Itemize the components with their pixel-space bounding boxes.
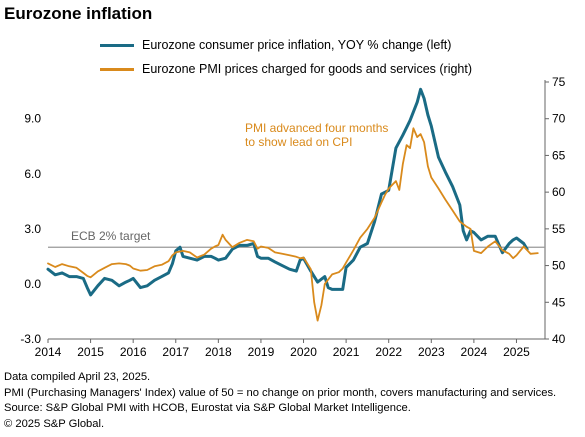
- chart-title: Eurozone inflation: [4, 4, 153, 23]
- right-tick-label: 70: [552, 112, 566, 126]
- cpi-series-line: [46, 87, 529, 297]
- chart-footer: Data compiled April 23, 2025. PMI (Purch…: [4, 370, 556, 432]
- footer-source: Source: S&P Global PMI with HCOB, Eurost…: [4, 402, 411, 414]
- right-tick-label: 50: [552, 259, 566, 273]
- footer-date: Data compiled April 23, 2025.: [4, 371, 151, 383]
- footer-copyright: © 2025 S&P Global.: [4, 417, 105, 430]
- x-tick-label: 2014: [35, 345, 62, 359]
- x-tick-label: 2022: [375, 345, 402, 359]
- footer-note: PMI (Purchasing Managers' Index) value o…: [4, 386, 557, 399]
- left-tick-label: 9.0: [24, 112, 41, 126]
- left-tick-label: -3.0: [20, 332, 41, 346]
- legend-swatch-cpi: [100, 43, 134, 47]
- pmi-lead-annotation: to show lead on CPI: [245, 135, 352, 149]
- right-tick-label: 65: [552, 148, 566, 162]
- right-tick-label: 60: [552, 185, 566, 199]
- legend-label-cpi: Eurozone consumer price inflation, YOY %…: [142, 38, 452, 52]
- right-tick-label: 40: [552, 332, 566, 346]
- left-tick-label: 6.0: [24, 167, 41, 181]
- legend-item-pmi: Eurozone PMI prices charged for goods an…: [100, 57, 472, 81]
- pmi-lead-annotation: PMI advanced four months: [245, 121, 388, 135]
- ecb-target-label: ECB 2% target: [71, 229, 151, 243]
- x-tick-label: 2018: [205, 345, 232, 359]
- x-tick-label: 2021: [333, 345, 360, 359]
- x-tick-label: 2024: [461, 345, 488, 359]
- x-tick-label: 2016: [120, 345, 147, 359]
- x-tick-label: 2023: [418, 345, 445, 359]
- legend-label-pmi: Eurozone PMI prices charged for goods an…: [142, 62, 473, 76]
- x-tick-label: 2015: [77, 345, 104, 359]
- chart-legend: Eurozone consumer price inflation, YOY %…: [100, 33, 472, 81]
- x-tick-label: 2020: [290, 345, 317, 359]
- legend-item-cpi: Eurozone consumer price inflation, YOY %…: [100, 33, 472, 57]
- right-tick-label: 45: [552, 295, 566, 309]
- x-tick-label: 2017: [162, 345, 189, 359]
- x-tick-label: 2019: [248, 345, 275, 359]
- right-tick-label: 75: [552, 75, 566, 89]
- left-tick-label: 3.0: [24, 222, 41, 236]
- x-tick-label: 2025: [503, 345, 530, 359]
- right-tick-label: 55: [552, 222, 566, 236]
- legend-swatch-pmi: [100, 67, 134, 71]
- left-tick-label: 0.0: [24, 277, 41, 291]
- pmi-series-line: [47, 127, 539, 322]
